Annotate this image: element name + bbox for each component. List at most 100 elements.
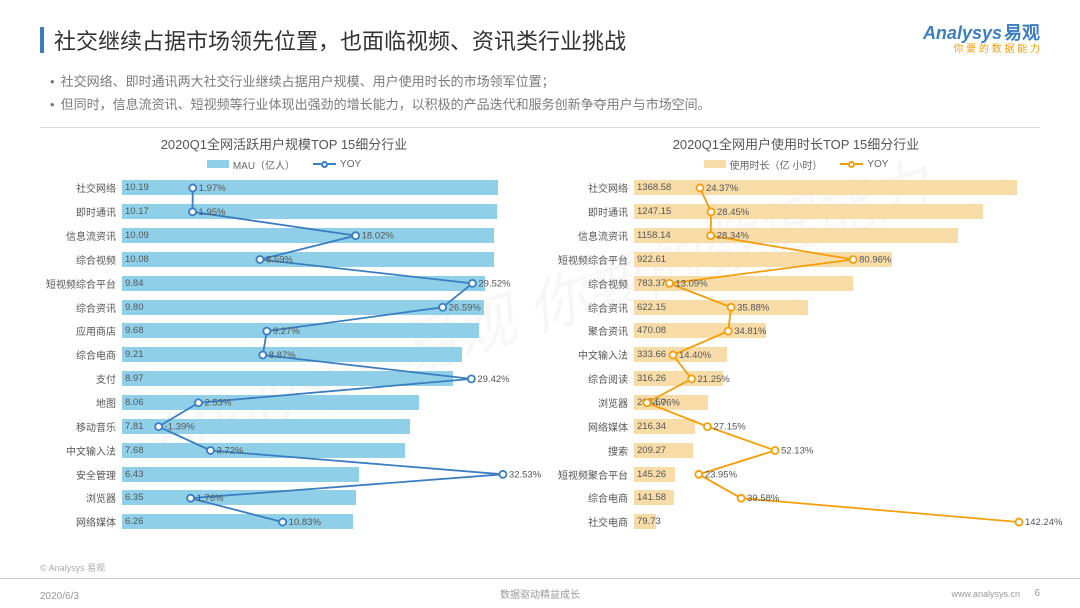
chart-row: 综合电商 9.21 — [40, 343, 528, 367]
bar-area: 216.34 — [634, 414, 1040, 438]
chart-row: 浏览器265.50 — [552, 391, 1040, 415]
bar-value-label: 9.21 — [125, 349, 144, 360]
chart-row: 即时通讯 10.17 — [40, 200, 528, 224]
bar: 265.50 — [634, 395, 708, 410]
bar-area: 8.97 — [122, 367, 528, 391]
chart-row: 中文输入法 7.68 — [40, 438, 528, 462]
category-label: 信息流资讯 — [552, 228, 628, 243]
bar-area: 1247.15 — [634, 200, 1040, 224]
bar-value-label: 1368.58 — [637, 182, 671, 193]
bar-value-label: 8.97 — [125, 373, 144, 384]
category-label: 地图 — [40, 395, 116, 410]
category-label: 综合阅读 — [552, 371, 628, 386]
bar: 6.43 — [122, 467, 359, 482]
category-label: 中文输入法 — [40, 443, 116, 458]
category-label: 综合资讯 — [552, 300, 628, 315]
category-label: 网络媒体 — [552, 419, 628, 434]
chart-row: 应用商店9.68 — [40, 319, 528, 343]
category-label: 安全管理 — [40, 467, 116, 482]
bullet-text: 社交网络、即时通讯两大社交行业继续占据用户规模、用户使用时长的市场领军位置； — [61, 70, 555, 93]
bar: 922.61 — [634, 252, 892, 267]
chart-row: 安全管理 6.43 — [40, 462, 528, 486]
bar-value-label: 783.37 — [637, 278, 666, 289]
category-label: 社交电商 — [552, 514, 628, 529]
category-label: 短视频综合平台 — [40, 276, 116, 291]
bar-value-label: 79.73 — [637, 516, 661, 527]
bar-value-label: 10.19 — [125, 182, 149, 193]
logo-cn: 易观 — [1004, 23, 1040, 43]
bar: 145.26 — [634, 467, 675, 482]
header: 社交继续占据市场领先位置，也面临视频、资讯类行业挑战 Analysys易观 你 … — [40, 24, 1040, 56]
chart-row: 社交电商 79.73 — [552, 510, 1040, 534]
chart-row: 网络媒体 216.34 — [552, 414, 1040, 438]
chart-row: 搜索209.27 — [552, 438, 1040, 462]
bar-area: 265.50 — [634, 391, 1040, 415]
chart-row: 综合电商141.58 — [552, 486, 1040, 510]
bar-value-label: 7.81 — [125, 421, 144, 432]
bar-area: 145.26 — [634, 462, 1040, 486]
bar-area: 10.08 — [122, 247, 528, 271]
bar-area: 6.35 — [122, 486, 528, 510]
bar-area: 209.27 — [634, 438, 1040, 462]
category-label: 社交网络 — [40, 180, 116, 195]
chart-row: 短视频综合平台9.84 — [40, 271, 528, 295]
chart-row: 综合视频 783.37 — [552, 271, 1040, 295]
bar: 470.08 — [634, 323, 766, 338]
bar: 10.09 — [122, 228, 494, 243]
chart-row: 社交网络 10.19 — [40, 176, 528, 200]
chart-row: 综合阅读 316.26 — [552, 367, 1040, 391]
category-label: 浏览器 — [40, 490, 116, 505]
footer-url: www.analysys.cn — [951, 589, 1020, 599]
bar-area: 316.26 — [634, 367, 1040, 391]
bullet-list: •社交网络、即时通讯两大社交行业继续占据用户规模、用户使用时长的市场领军位置； … — [40, 70, 1040, 128]
bar-value-label: 1247.15 — [637, 206, 671, 217]
logo-tagline: 你 要 的 数 据 能 力 — [923, 44, 1040, 55]
bar-value-label: 10.17 — [125, 206, 149, 217]
bar-value-label: 6.26 — [125, 516, 144, 527]
bar-value-label: 622.15 — [637, 302, 666, 313]
category-label: 社交网络 — [552, 180, 628, 195]
footer-page-number: 6 — [1034, 588, 1040, 599]
bar-area: 8.06 — [122, 391, 528, 415]
bar-area: 10.09 — [122, 224, 528, 248]
bar-area: 10.19 — [122, 176, 528, 200]
chart-left: 2020Q1全网活跃用户规模TOP 15细分行业 MAU（亿人） YOY 社交网… — [40, 134, 528, 534]
category-label: 综合电商 — [40, 347, 116, 362]
bar-value-label: 6.35 — [125, 492, 144, 503]
category-label: 即时通讯 — [40, 204, 116, 219]
legend-label: 使用时长（亿 小时） — [730, 157, 823, 172]
bullet-item: •社交网络、即时通讯两大社交行业继续占据用户规模、用户使用时长的市场领军位置； — [50, 70, 1030, 93]
chart-row: 支付 8.97 — [40, 367, 528, 391]
category-label: 支付 — [40, 371, 116, 386]
bar: 7.68 — [122, 443, 405, 458]
chart-row: 社交网络 1368.58 — [552, 176, 1040, 200]
category-label: 聚合资讯 — [552, 323, 628, 338]
bar-area: 141.58 — [634, 486, 1040, 510]
category-label: 综合视频 — [552, 276, 628, 291]
bar-area: 783.37 — [634, 271, 1040, 295]
page-title: 社交继续占据市场领先位置，也面临视频、资讯类行业挑战 — [54, 24, 626, 56]
bar: 8.97 — [122, 371, 453, 386]
chart-plot-area: 社交网络1368.58即时通讯1247.15信息流资讯1158.14短视频综合平… — [552, 176, 1040, 534]
bar: 10.19 — [122, 180, 498, 195]
chart-row: 短视频综合平台922.61 — [552, 247, 1040, 271]
bar-area: 10.17 — [122, 200, 528, 224]
footer-source: © Analysys 易观 — [40, 561, 105, 574]
chart-legend: 使用时长（亿 小时） YOY — [552, 157, 1040, 172]
footer: 2020/6/3 数据驱动精益成长 www.analysys.cn 6 — [0, 578, 1080, 608]
legend-swatch-line — [840, 161, 863, 168]
bar: 622.15 — [634, 300, 808, 315]
bar-value-label: 470.08 — [637, 325, 666, 336]
bar: 9.80 — [122, 300, 484, 315]
category-label: 移动音乐 — [40, 419, 116, 434]
legend-swatch-line — [313, 161, 336, 168]
bar-area: 922.61 — [634, 247, 1040, 271]
chart-row: 地图 8.06 — [40, 391, 528, 415]
legend-label: YOY — [867, 159, 888, 170]
chart-title: 2020Q1全网用户使用时长TOP 15细分行业 — [552, 134, 1040, 153]
chart-row: 聚合资讯 470.08 — [552, 319, 1040, 343]
bar-area: 470.08 — [634, 319, 1040, 343]
bar: 10.17 — [122, 204, 497, 219]
chart-row: 综合视频10.08 — [40, 247, 528, 271]
footer-date: 2020/6/3 — [40, 591, 79, 602]
